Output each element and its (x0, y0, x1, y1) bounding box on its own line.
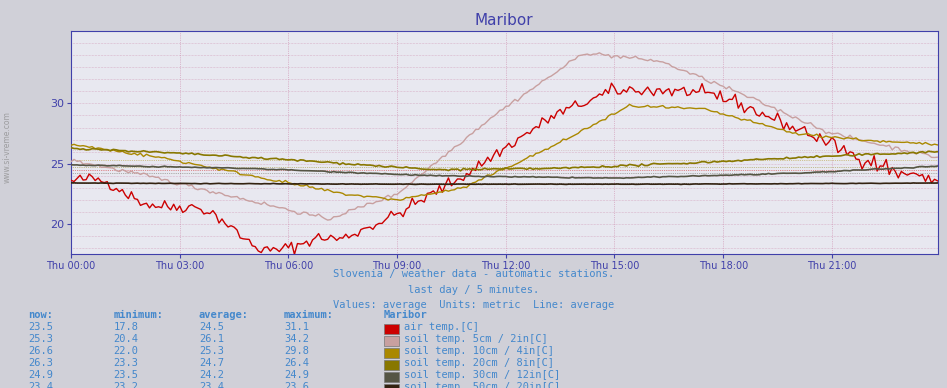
Text: 24.5: 24.5 (199, 322, 223, 332)
Text: 23.2: 23.2 (114, 382, 138, 388)
Text: 25.3: 25.3 (28, 334, 53, 344)
Text: soil temp. 20cm / 8in[C]: soil temp. 20cm / 8in[C] (404, 358, 554, 368)
Text: now:: now: (28, 310, 53, 320)
Text: soil temp. 10cm / 4in[C]: soil temp. 10cm / 4in[C] (404, 346, 554, 356)
Text: soil temp. 5cm / 2in[C]: soil temp. 5cm / 2in[C] (404, 334, 548, 344)
Text: 22.0: 22.0 (114, 346, 138, 356)
Text: 29.8: 29.8 (284, 346, 309, 356)
Text: 23.5: 23.5 (28, 322, 53, 332)
Text: maximum:: maximum: (284, 310, 334, 320)
Text: 23.5: 23.5 (114, 370, 138, 380)
Text: 26.3: 26.3 (28, 358, 53, 368)
Text: 31.1: 31.1 (284, 322, 309, 332)
Text: 26.6: 26.6 (28, 346, 53, 356)
Text: 26.1: 26.1 (199, 334, 223, 344)
Text: 23.4: 23.4 (28, 382, 53, 388)
Text: 24.2: 24.2 (199, 370, 223, 380)
Text: www.si-vreme.com: www.si-vreme.com (3, 111, 12, 184)
Text: soil temp. 50cm / 20in[C]: soil temp. 50cm / 20in[C] (404, 382, 561, 388)
Text: minimum:: minimum: (114, 310, 164, 320)
Text: Values: average  Units: metric  Line: average: Values: average Units: metric Line: aver… (333, 300, 614, 310)
Text: 23.4: 23.4 (199, 382, 223, 388)
Text: soil temp. 30cm / 12in[C]: soil temp. 30cm / 12in[C] (404, 370, 561, 380)
Text: 24.9: 24.9 (28, 370, 53, 380)
Text: average:: average: (199, 310, 249, 320)
Text: 26.4: 26.4 (284, 358, 309, 368)
Text: 24.7: 24.7 (199, 358, 223, 368)
Text: 20.4: 20.4 (114, 334, 138, 344)
Text: air temp.[C]: air temp.[C] (404, 322, 479, 332)
Text: 23.3: 23.3 (114, 358, 138, 368)
Text: Maribor: Maribor (384, 310, 427, 320)
Text: 34.2: 34.2 (284, 334, 309, 344)
Text: 23.6: 23.6 (284, 382, 309, 388)
Text: 24.9: 24.9 (284, 370, 309, 380)
Title: Maribor: Maribor (475, 14, 533, 28)
Text: Slovenia / weather data - automatic stations.: Slovenia / weather data - automatic stat… (333, 269, 614, 279)
Text: 17.8: 17.8 (114, 322, 138, 332)
Text: 25.3: 25.3 (199, 346, 223, 356)
Text: last day / 5 minutes.: last day / 5 minutes. (408, 285, 539, 295)
